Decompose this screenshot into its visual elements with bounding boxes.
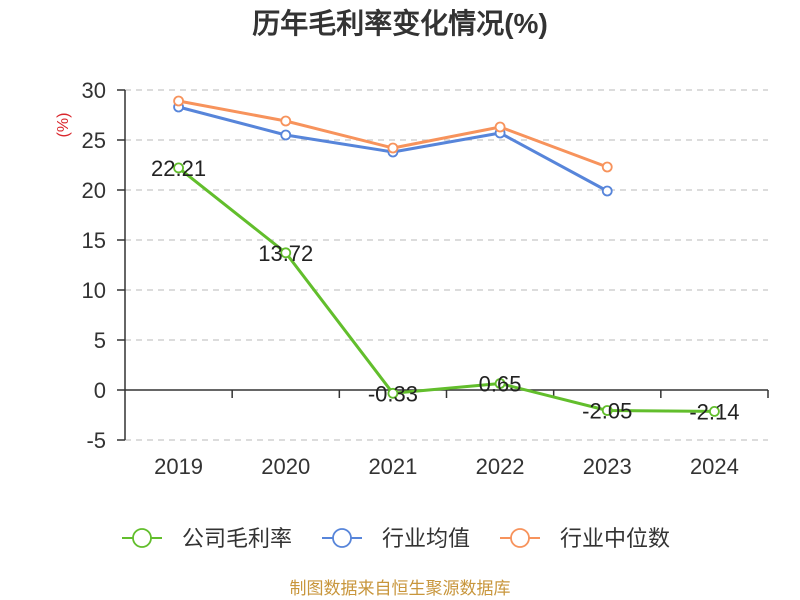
data-point-series-0 <box>387 387 399 399</box>
chart-title: 历年毛利率变化情况(%) <box>252 7 548 39</box>
data-label: -2.05 <box>582 399 632 424</box>
y-tick-label: 25 <box>82 128 106 153</box>
legend-circle-marker <box>132 528 152 548</box>
legend-label: 行业中位数 <box>560 526 670 551</box>
y-tick-label: 20 <box>82 178 106 203</box>
y-axis-label: (%) <box>55 113 72 138</box>
y-tick-label: 15 <box>82 228 106 253</box>
data-point-series-2 <box>494 121 506 133</box>
x-tick-label: 2020 <box>261 454 310 479</box>
legend-label: 行业均值 <box>382 526 470 551</box>
legend-circle-marker <box>510 528 530 548</box>
series-line-0 <box>177 166 716 413</box>
data-labels: 22.21 13.72 -0.33 0.65 -2.05 -2.14 <box>151 156 739 425</box>
legend-circle-marker <box>332 528 352 548</box>
data-label: 0.65 <box>479 372 522 397</box>
data-point-series-0 <box>494 378 506 389</box>
data-point-series-0 <box>709 405 720 417</box>
y-tick-label: 30 <box>82 78 106 103</box>
data-label: -2.14 <box>689 399 739 424</box>
legend-item-2: 行业中位数 <box>500 526 670 551</box>
legend-item-0: 公司毛利率 <box>122 526 292 551</box>
data-label: -0.33 <box>368 381 418 406</box>
data-point-series-0 <box>280 247 292 259</box>
data-point-series-2 <box>601 161 613 173</box>
y-tick-label: 5 <box>94 328 106 353</box>
data-point-series-0 <box>601 405 613 416</box>
series-layer <box>173 95 720 417</box>
data-point-series-1 <box>280 129 292 141</box>
x-tick-label: 2022 <box>476 454 525 479</box>
y-tick-label: 0 <box>94 378 106 403</box>
y-tick-label: 10 <box>82 278 106 303</box>
legend-label: 公司毛利率 <box>182 526 292 551</box>
axes: 30 25 20 15 10 5 0 -5 2019 2020 2021 2022 2023 2024 <box>82 78 769 479</box>
data-point-series-2 <box>280 115 292 127</box>
y-tick-label: -5 <box>86 428 106 453</box>
legend: 公司毛利率 行业均值 行业中位数 <box>122 526 670 551</box>
data-point-series-0 <box>173 162 184 174</box>
x-tick-label: 2023 <box>583 454 632 479</box>
x-tick-label: 2021 <box>368 454 417 479</box>
data-point-series-1 <box>601 185 613 197</box>
data-label: 22.21 <box>151 156 206 181</box>
gridlines <box>125 89 768 441</box>
data-point-series-2 <box>173 95 184 107</box>
x-tick-label: 2019 <box>154 454 203 479</box>
x-tick-label: 2024 <box>690 454 739 479</box>
legend-item-1: 行业均值 <box>322 526 470 551</box>
source-footer: 制图数据来自恒生聚源数据库 <box>290 579 511 598</box>
data-point-series-2 <box>387 142 399 154</box>
data-label: 13.72 <box>258 241 313 266</box>
